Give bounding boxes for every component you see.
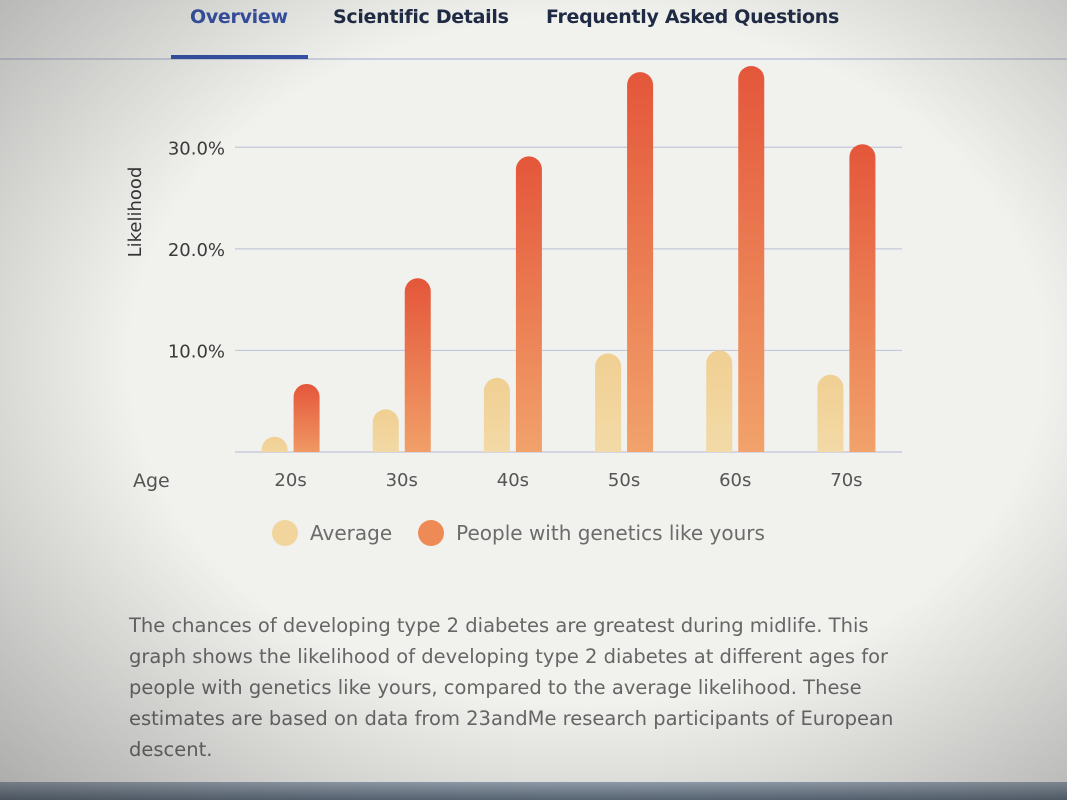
tab-scientific-details[interactable]: Scientific Details xyxy=(333,6,509,28)
tab-faq[interactable]: Frequently Asked Questions xyxy=(546,6,839,28)
bar-genetics-20s xyxy=(293,383,320,452)
legend-average-swatch xyxy=(272,520,298,546)
bar-average-60s xyxy=(706,350,733,452)
x-axis-label: Age xyxy=(133,470,170,492)
bar-average-40s xyxy=(483,377,510,452)
x-tick-label: 20s xyxy=(274,470,306,491)
chart-legend: Average People with genetics like yours xyxy=(272,516,791,550)
bar-average-20s xyxy=(261,436,288,452)
bar-average-70s xyxy=(817,374,844,452)
bar-genetics-40s xyxy=(515,156,542,452)
legend-average: Average xyxy=(272,520,392,546)
x-tick-label: 70s xyxy=(830,470,862,491)
screen-bottom-edge xyxy=(0,782,1067,800)
y-tick-label: 30.0% xyxy=(168,138,225,159)
y-axis-label: Likelihood xyxy=(125,167,146,258)
tab-overview[interactable]: Overview xyxy=(190,6,288,28)
legend-genetics-label: People with genetics like yours xyxy=(456,521,765,545)
x-tick-label: 60s xyxy=(719,470,751,491)
y-tick-label: 20.0% xyxy=(168,240,225,261)
bar-genetics-50s xyxy=(627,72,654,452)
bar-genetics-60s xyxy=(738,66,765,452)
legend-genetics: People with genetics like yours xyxy=(418,520,765,546)
x-tick-label: 50s xyxy=(608,470,640,491)
bar-average-30s xyxy=(372,409,399,452)
bar-genetics-70s xyxy=(849,144,876,452)
legend-average-label: Average xyxy=(310,521,393,545)
x-tick-label: 40s xyxy=(497,470,529,491)
x-tick-label: 30s xyxy=(386,470,418,491)
bar-average-50s xyxy=(595,353,622,452)
active-tab-indicator xyxy=(171,55,308,59)
bar-genetics-30s xyxy=(404,278,431,452)
chart-description: The chances of developing type 2 diabete… xyxy=(129,613,894,761)
likelihood-bar-chart: 10.0% 20.0% 30.0% Likelihood Age 20s 30s 40s 50s… xyxy=(125,66,902,492)
y-tick-label: 10.0% xyxy=(168,341,225,362)
legend-genetics-swatch xyxy=(418,520,445,546)
tab-bar: Overview Scientific Details Frequently A… xyxy=(0,0,1067,60)
